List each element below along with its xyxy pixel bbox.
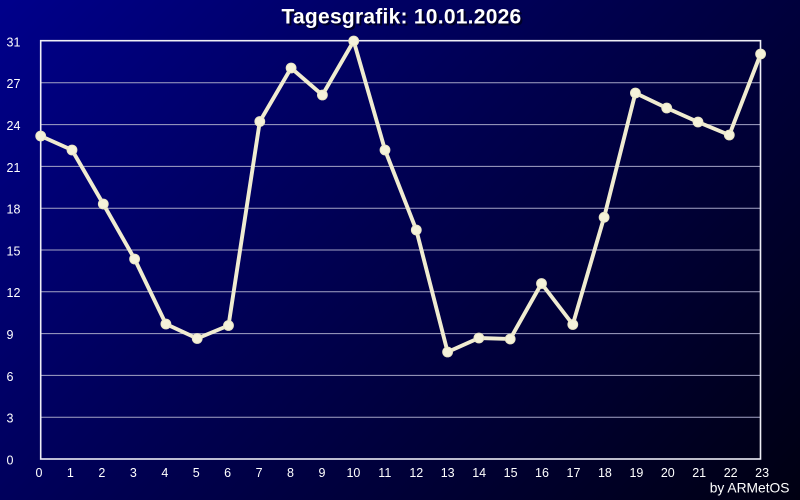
svg-text:7: 7 xyxy=(256,466,263,480)
svg-text:15: 15 xyxy=(7,244,21,258)
svg-text:21: 21 xyxy=(7,161,21,175)
svg-text:5: 5 xyxy=(193,466,200,480)
svg-text:1: 1 xyxy=(67,466,74,480)
svg-text:23: 23 xyxy=(755,466,769,480)
svg-text:3: 3 xyxy=(130,466,137,480)
svg-text:by ARMetOS: by ARMetOS xyxy=(710,481,790,496)
svg-text:16: 16 xyxy=(535,466,549,480)
svg-text:8: 8 xyxy=(287,466,294,480)
svg-text:14: 14 xyxy=(472,466,486,480)
svg-text:20: 20 xyxy=(661,466,675,480)
svg-text:9: 9 xyxy=(319,466,326,480)
svg-text:19: 19 xyxy=(629,466,643,480)
svg-text:9: 9 xyxy=(7,328,14,342)
svg-text:13: 13 xyxy=(441,466,455,480)
svg-text:0: 0 xyxy=(36,466,43,480)
svg-text:11: 11 xyxy=(378,466,391,480)
svg-text:24: 24 xyxy=(7,119,21,133)
svg-text:Tagesgrafik: 10.01.2026: Tagesgrafik: 10.01.2026 xyxy=(283,7,523,30)
svg-text:12: 12 xyxy=(7,286,21,300)
svg-text:Tagesgrafik: 10.01.2026: Tagesgrafik: 10.01.2026 xyxy=(281,5,521,28)
svg-text:31: 31 xyxy=(7,35,21,49)
svg-text:18: 18 xyxy=(7,203,21,217)
svg-text:27: 27 xyxy=(7,77,21,91)
svg-text:6: 6 xyxy=(7,370,14,384)
svg-text:6: 6 xyxy=(224,466,231,480)
svg-text:0: 0 xyxy=(7,453,14,467)
svg-text:22: 22 xyxy=(724,466,738,480)
svg-text:18: 18 xyxy=(598,466,612,480)
svg-text:15: 15 xyxy=(504,466,518,480)
svg-text:10: 10 xyxy=(346,466,360,480)
svg-text:17: 17 xyxy=(567,466,581,480)
svg-text:12: 12 xyxy=(409,466,423,480)
svg-text:3: 3 xyxy=(7,412,14,426)
svg-text:2: 2 xyxy=(98,466,105,480)
svg-text:21: 21 xyxy=(692,466,706,480)
svg-text:4: 4 xyxy=(161,466,168,480)
